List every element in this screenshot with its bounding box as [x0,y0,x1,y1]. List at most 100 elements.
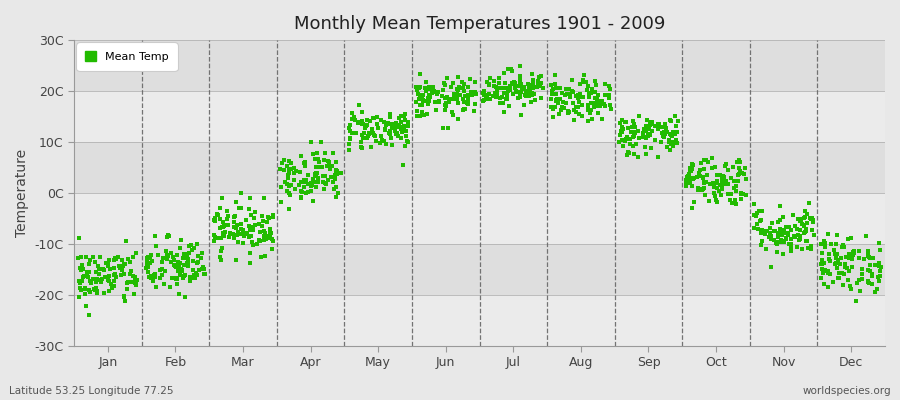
Point [121,256,135,262]
Point [159,256,174,262]
Point [526,85,540,91]
Point [545,106,560,112]
Point [553,96,567,102]
Point [582,91,597,97]
Point [508,88,523,94]
Point [231,229,246,236]
Point [576,94,590,100]
Point [176,251,191,258]
Point [309,164,323,170]
Point [806,231,821,238]
Point [237,232,251,239]
Point [513,63,527,69]
Point [636,134,651,140]
Point [499,85,513,91]
Point [450,90,464,97]
Point [265,236,279,242]
Point [81,274,95,280]
Point [83,278,97,284]
Point [265,246,279,252]
Point [113,264,128,270]
Point [594,100,608,106]
Point [294,188,309,194]
Point [88,276,103,282]
Point [346,116,360,122]
Point [639,128,653,134]
Point [770,239,785,246]
Point [222,229,237,236]
Point [626,151,641,158]
Point [860,233,874,239]
Point [311,179,326,185]
Point [705,154,719,161]
Point [360,122,374,128]
Point [784,248,798,254]
Point [239,230,254,236]
Point [248,214,262,221]
Point [86,276,100,282]
Point [482,91,496,98]
Point [778,236,793,242]
Point [535,80,549,86]
Point [194,255,208,261]
Point [366,130,381,136]
Point [309,178,323,185]
Point [156,259,170,265]
Point [315,179,329,185]
Point [562,109,576,115]
Point [615,124,629,130]
Point [215,233,230,240]
Point [830,251,844,258]
Point [520,80,535,87]
Point [522,92,536,99]
Point [648,137,662,143]
Point [708,164,723,170]
Point [626,118,641,125]
Point [90,290,104,296]
Bar [74,244,885,295]
Point [551,99,565,106]
Point [598,102,612,109]
Point [213,216,228,222]
Point [709,180,724,187]
Point [186,258,201,264]
Point [432,99,446,106]
Point [652,121,666,127]
Point [93,254,107,260]
Point [685,182,699,189]
Point [558,92,572,98]
Point [805,215,819,222]
Point [852,255,867,262]
Point [814,258,829,265]
Point [692,170,706,176]
Point [415,108,429,115]
Point [428,89,443,96]
Point [101,260,115,266]
Point [252,228,266,235]
Point [191,253,205,259]
Point [796,230,811,236]
Point [319,181,333,187]
Point [781,240,796,247]
Point [389,124,403,130]
Point [526,76,540,83]
Point [829,260,843,266]
Point [145,258,159,264]
Point [776,251,790,258]
Point [387,120,401,127]
Point [220,216,234,222]
Point [280,187,294,194]
Point [355,131,369,138]
Point [628,123,643,130]
Point [775,232,789,238]
Point [603,85,617,92]
Point [768,228,782,234]
Point [354,138,368,145]
Point [173,260,187,266]
Point [418,85,432,91]
Point [681,180,696,186]
Point [621,136,635,143]
Point [254,254,268,260]
Point [180,251,194,257]
Point [773,203,788,209]
